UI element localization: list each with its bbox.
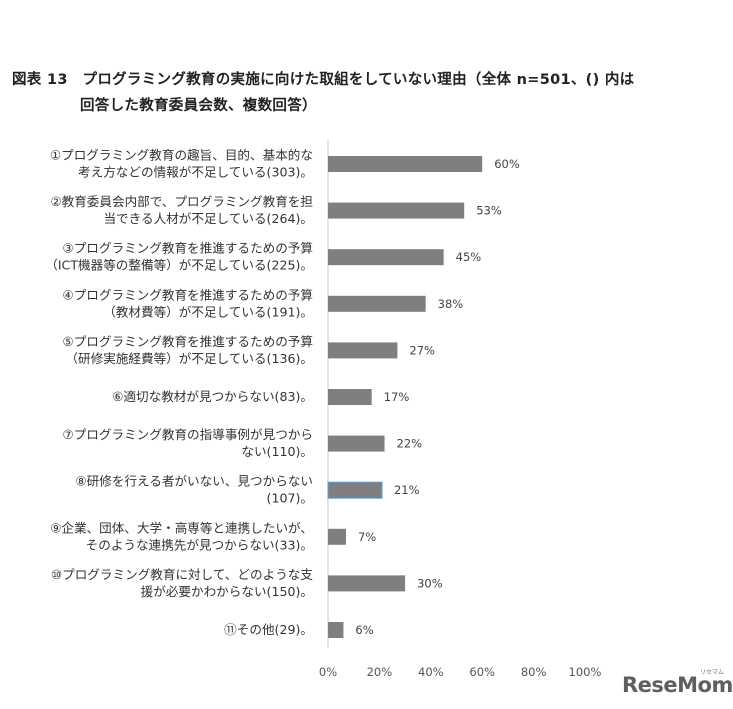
- value-label-1: 60%: [494, 157, 520, 171]
- x-tick-label-3: 40%: [418, 665, 444, 679]
- value-label-3: 45%: [456, 250, 482, 264]
- category-label-5: ⑤プログラミング教育を推進するための予算（研修実施経費等）が不足している(136…: [62, 334, 313, 366]
- x-tick-label-6: 100%: [569, 665, 602, 679]
- resemom-logo-sub: リセマム: [700, 669, 725, 676]
- value-label-10: 30%: [417, 576, 443, 590]
- bar-6: [328, 389, 372, 405]
- bar-4: [328, 295, 426, 312]
- bar-9: [328, 528, 346, 545]
- bar-7: [328, 435, 385, 452]
- value-label-5: 27%: [409, 343, 435, 357]
- value-label-8: 21%: [394, 483, 420, 497]
- category-label-4: ④プログラミング教育を推進するための予算（教材費等）が不足している(191)。: [62, 287, 313, 319]
- chart-title-line2: 回答した教育委員会数、複数回答）: [80, 98, 317, 114]
- value-label-2: 53%: [476, 204, 502, 218]
- value-label-6: 17%: [384, 390, 410, 404]
- bar-3: [328, 249, 444, 266]
- value-label-9: 7%: [358, 530, 376, 544]
- category-label-6: ⑥適切な教材が見つからない(83)。: [112, 389, 313, 404]
- category-label-10: ⑩プログラミング教育に対して、どのような支援が必要かわからない(150)。: [51, 567, 314, 599]
- bar-5: [328, 342, 398, 359]
- bar-8: [327, 481, 383, 499]
- category-label-8: ⑧研修を行える者がいない、見つからない(107)。: [75, 474, 313, 506]
- category-label-7: ⑦プログラミング教育の指導事例が見つからない(110)。: [62, 427, 313, 459]
- x-tick-label-1: 0%: [319, 665, 337, 679]
- value-label-4: 38%: [438, 297, 464, 311]
- bar-10: [328, 575, 406, 592]
- value-label-7: 22%: [397, 437, 423, 451]
- bar-1: [328, 156, 483, 172]
- chart-title-line1: 図表 13 プログラミング教育の実施に向けた取組をしていない理由（全体 n=50…: [12, 72, 635, 88]
- category-label-3: ③プログラミング教育を推進するための予算（ICT機器等の整備等）が不足している(…: [45, 241, 313, 273]
- x-tick-label-2: 20%: [367, 665, 393, 679]
- x-tick-label-4: 60%: [469, 665, 495, 679]
- bar-2: [328, 202, 465, 219]
- category-label-9: ⑨企業、団体、大学・高専等と連携したいが、そのような連携先が見つからない(33)…: [50, 520, 313, 552]
- x-tick-label-5: 80%: [521, 665, 547, 679]
- value-label-11: 6%: [355, 623, 373, 637]
- category-label-11: ⑪その他(29)。: [224, 622, 313, 637]
- resemom-logo: ReseMom: [622, 673, 733, 697]
- category-label-1: ①プログラミング教育の趣旨、目的、基本的な考え方などの情報が不足している(303…: [50, 148, 313, 180]
- category-label-2: ②教育委員会内部で、プログラミング教育を担当できる人材が不足している(264)。: [50, 194, 313, 226]
- bar-11: [328, 622, 344, 638]
